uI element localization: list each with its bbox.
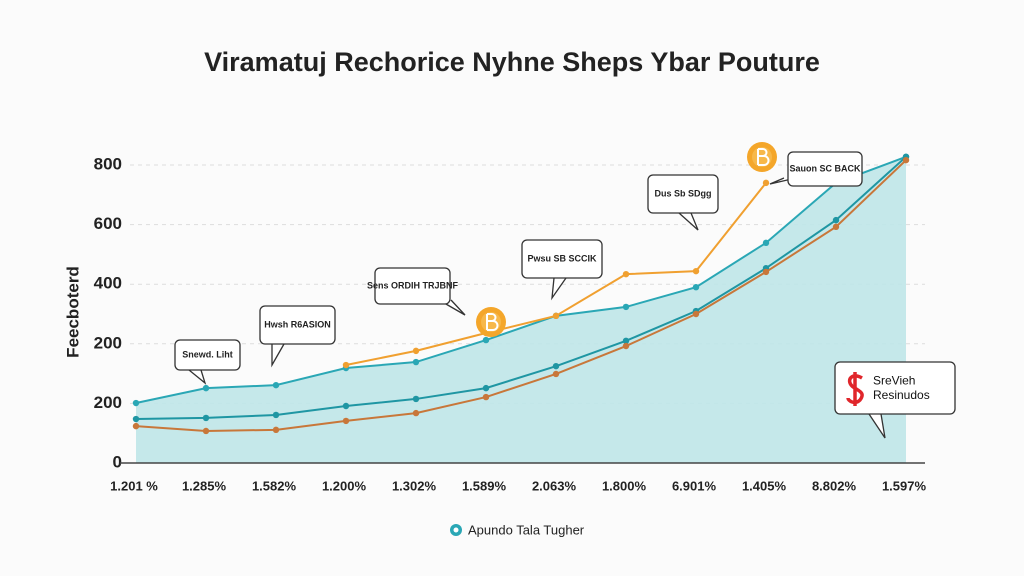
icon (476, 307, 506, 337)
x-tick-label: 2.063% (532, 478, 577, 493)
callout-box (834, 361, 956, 415)
chart-title: Viramatuj Rechorice Nyhne Sheps Ybar Pou… (204, 47, 820, 77)
callout-pointer (678, 212, 699, 231)
point (692, 267, 700, 275)
grid: 0 200 200 400 600 800 1.201 % 1.285% 1.582% 1.200… (94, 154, 927, 493)
legend-swatch-dot (453, 527, 459, 533)
point (272, 411, 280, 419)
callout-box (374, 267, 451, 305)
x-tick-label: 1.200% (322, 478, 367, 493)
icon (747, 142, 777, 172)
line (135, 156, 907, 421)
point (692, 283, 700, 291)
point (132, 399, 140, 407)
point (342, 361, 350, 369)
y-tick-label: 400 (94, 274, 122, 293)
point (552, 370, 560, 378)
callout-text: Snewd. Liht (182, 349, 233, 359)
callout-box (174, 339, 241, 371)
point (132, 422, 140, 430)
point (412, 395, 420, 403)
legend: Apundo Tala Tugher (450, 522, 585, 537)
x-tick-label: 8.802% (812, 478, 857, 493)
line (135, 155, 907, 405)
x-tick-label: 1.597% (882, 478, 927, 493)
y-tick-label: 200 (94, 393, 122, 412)
point (412, 347, 420, 355)
point (482, 336, 490, 344)
point (762, 268, 770, 276)
x-tick-label: 1.201 % (110, 478, 158, 493)
point (202, 427, 210, 435)
point (762, 179, 770, 187)
callout-pointer (868, 413, 886, 439)
point (342, 402, 350, 410)
x-tick-label: 1.285% (182, 478, 227, 493)
point (832, 216, 840, 224)
point (692, 310, 700, 318)
point (412, 358, 420, 366)
area (136, 156, 906, 463)
callout-pointer (188, 369, 207, 385)
point (482, 393, 490, 401)
y-tick-label: 800 (94, 154, 122, 173)
x-tick-label: 6.901% (672, 478, 717, 493)
point (622, 342, 630, 350)
icon (846, 372, 864, 406)
line (135, 159, 907, 432)
point (622, 303, 630, 311)
point (272, 381, 280, 389)
callout-box (647, 174, 719, 214)
y-axis-label: Feecboterd (63, 266, 82, 358)
callout-text: SreVieh Resinudos (873, 374, 930, 402)
point (412, 409, 420, 417)
point (762, 239, 770, 247)
x-tick-label: 1.405% (742, 478, 787, 493)
point (202, 414, 210, 422)
point (482, 384, 490, 392)
annotations: Snewd. Liht Hwsh R6ASION Sens ORDIH TRJBNF… (174, 151, 956, 439)
callout-text: Pwsu SB SCCIK (527, 253, 597, 263)
x-tick-label: 1.800% (602, 478, 647, 493)
y-tick-label: 200 (94, 333, 122, 352)
point (132, 415, 140, 423)
point (552, 312, 560, 320)
point (902, 156, 910, 164)
point (622, 270, 630, 278)
point (622, 337, 630, 345)
callout-box (787, 151, 863, 187)
callout-text: Sauon SC BACK (789, 163, 861, 173)
callout-pointer (551, 277, 567, 301)
legend-label: Apundo Tala Tugher (468, 522, 585, 537)
point (342, 417, 350, 425)
y-tick-label: 600 (94, 214, 122, 233)
point (272, 426, 280, 434)
callout-text: Hwsh R6ASION (264, 319, 331, 329)
callout-text: Sens ORDIH TRJBNF (367, 280, 459, 290)
point (552, 362, 560, 370)
y-tick-label: 0 (113, 452, 122, 471)
callout-box (259, 305, 336, 345)
plot (132, 153, 910, 463)
x-tick-label: 1.302% (392, 478, 437, 493)
x-tick-label: 1.582% (252, 478, 297, 493)
x-tick-label: 1.589% (462, 478, 507, 493)
callout-box (521, 239, 603, 279)
callout-text: Dus Sb SDgg (654, 188, 711, 198)
point (832, 223, 840, 231)
point (202, 384, 210, 392)
callout-pointer (271, 343, 285, 368)
